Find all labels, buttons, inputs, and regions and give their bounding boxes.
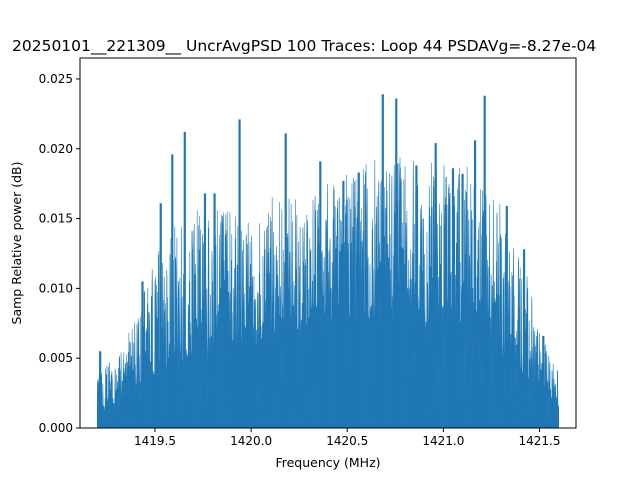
x-axis-label: Frequency (MHz) (275, 455, 380, 470)
x-tick-label: 1420.0 (230, 434, 272, 448)
y-tick-label: 0.025 (39, 72, 73, 86)
x-axis: 1419.5 1420.0 1420.5 1421.0 1421.5 (134, 428, 560, 448)
data-layer (97, 94, 559, 428)
y-tick-label: 0.005 (39, 351, 73, 365)
x-tick-label: 1420.5 (326, 434, 368, 448)
x-tick-label: 1421.5 (518, 434, 560, 448)
y-tick-label: 0.010 (39, 281, 73, 295)
y-axis-label: Samp Relative power (dB) (9, 162, 24, 325)
y-tick-label: 0.020 (39, 142, 73, 156)
x-tick-label: 1421.0 (422, 434, 464, 448)
plot-frame (79, 57, 577, 429)
psd-trace (97, 157, 559, 428)
chart-title: 20250101__221309__ UncrAvgPSD 100 Traces… (12, 37, 596, 56)
y-tick-label: 0.000 (39, 421, 73, 435)
x-tick-label: 1419.5 (134, 434, 176, 448)
y-tick-label: 0.015 (39, 212, 73, 226)
y-axis: 0.000 0.005 0.010 0.015 0.020 0.025 (39, 72, 80, 435)
